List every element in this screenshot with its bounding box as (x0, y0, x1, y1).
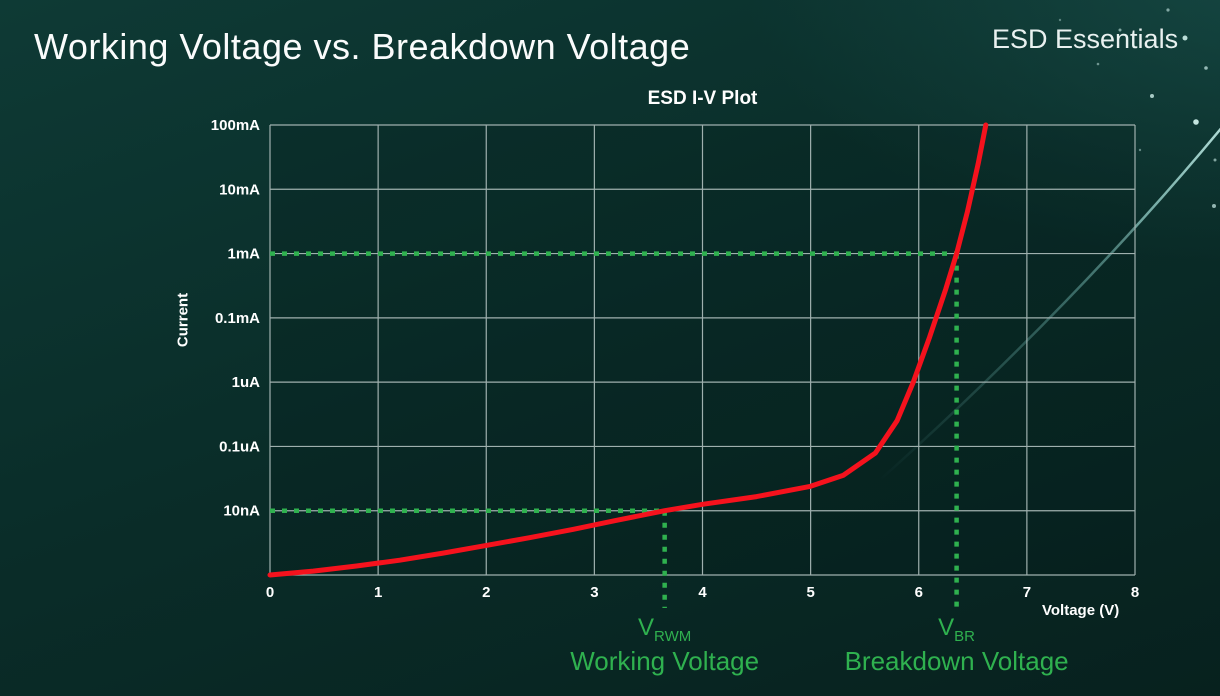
svg-text:0: 0 (266, 584, 274, 601)
vbr-annotation-label: VBR Breakdown Voltage (845, 614, 1069, 677)
svg-text:10mA: 10mA (219, 181, 260, 198)
vrwm-symbol: VRWM (638, 614, 692, 645)
svg-text:8: 8 (1131, 584, 1139, 601)
brand-logo-text: ESD Essentials (992, 24, 1179, 54)
vrwm-annotation-label: VRWM Working Voltage (570, 614, 759, 677)
svg-text:1uA: 1uA (232, 374, 261, 391)
x-axis-label: Voltage (V) (1042, 602, 1120, 619)
svg-text:3: 3 (590, 584, 598, 601)
vbr-symbol: VBR (938, 614, 976, 645)
svg-text:4: 4 (698, 584, 707, 601)
svg-text:10nA: 10nA (223, 503, 260, 520)
page-title: Working Voltage vs. Breakdown Voltage (34, 26, 691, 67)
svg-text:7: 7 (1023, 584, 1031, 601)
chart-title: ESD I-V Plot (647, 88, 758, 109)
svg-text:2: 2 (482, 584, 490, 601)
svg-text:1: 1 (374, 584, 382, 601)
svg-text:5: 5 (806, 584, 814, 601)
svg-text:0.1uA: 0.1uA (219, 438, 260, 455)
svg-text:0.1mA: 0.1mA (215, 310, 260, 327)
working-voltage-caption: Working Voltage (570, 646, 760, 677)
svg-text:1mA: 1mA (227, 246, 260, 263)
breakdown-voltage-caption: Breakdown Voltage (844, 646, 1069, 677)
svg-text:100mA: 100mA (211, 117, 260, 134)
svg-text:6: 6 (915, 584, 923, 601)
